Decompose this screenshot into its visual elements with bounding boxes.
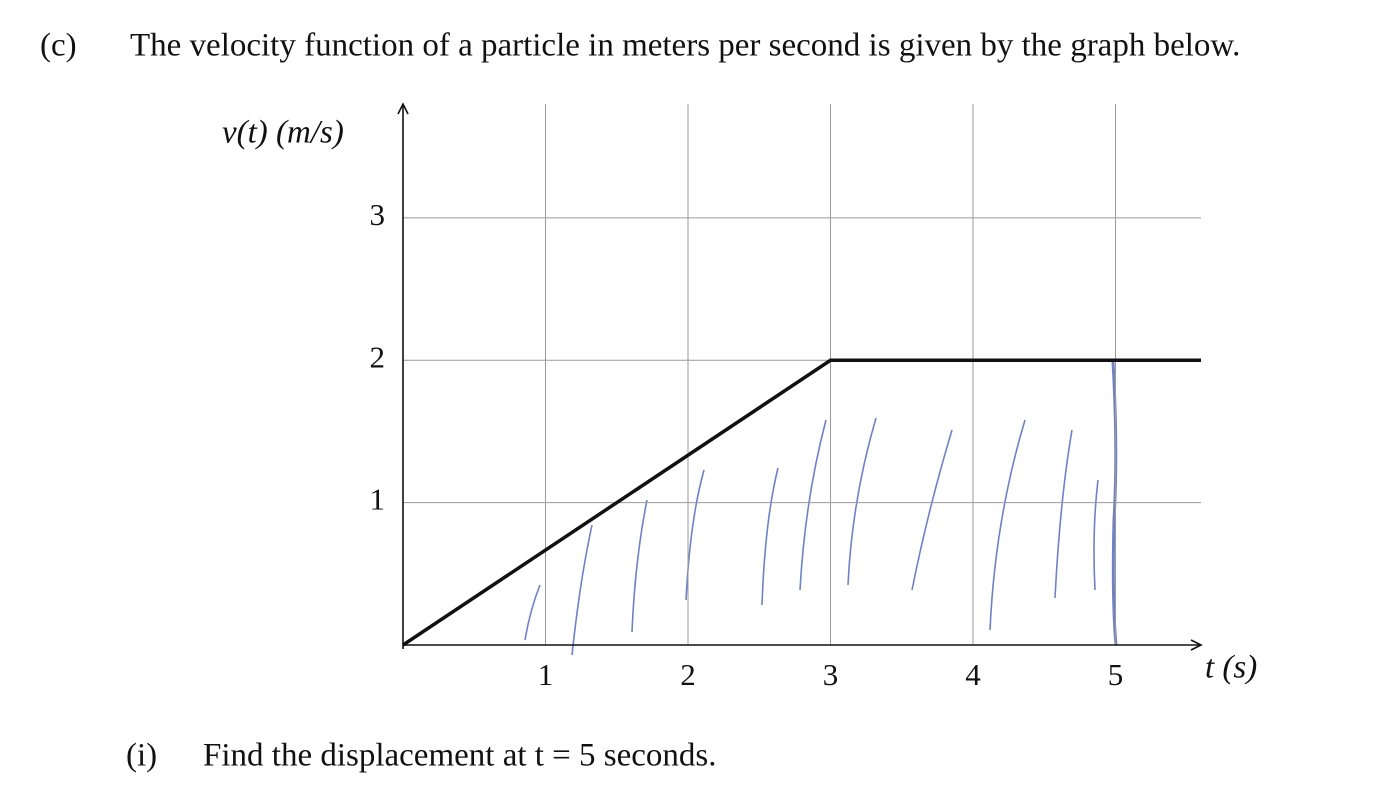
handwriting [524, 361, 1118, 656]
x-tick-label: 3 [823, 657, 839, 692]
x-axis-label: t (s) [1205, 650, 1257, 686]
x-tick-label: 1 [538, 657, 554, 692]
y-axis-label: v(t) (m/s) [222, 115, 344, 151]
y-axis-arrow [397, 102, 409, 115]
x-tick-label: 4 [965, 657, 981, 692]
x-axis-arrow [1190, 639, 1203, 651]
y-tick-label: 1 [370, 482, 386, 517]
prompt: The velocity function of a particle in m… [130, 28, 1240, 64]
velocity-line [402, 358, 1201, 647]
y-tick-label: 2 [370, 339, 386, 374]
x-tick-label: 5 [1108, 657, 1124, 692]
part-label: (c) [40, 28, 77, 64]
subquestion-text: Find the displacement at t = 5 seconds. [203, 738, 717, 774]
x-tick-label: 2 [680, 657, 696, 692]
y-tick-label: 3 [370, 197, 386, 232]
subquestion-label: (i) [126, 738, 157, 774]
